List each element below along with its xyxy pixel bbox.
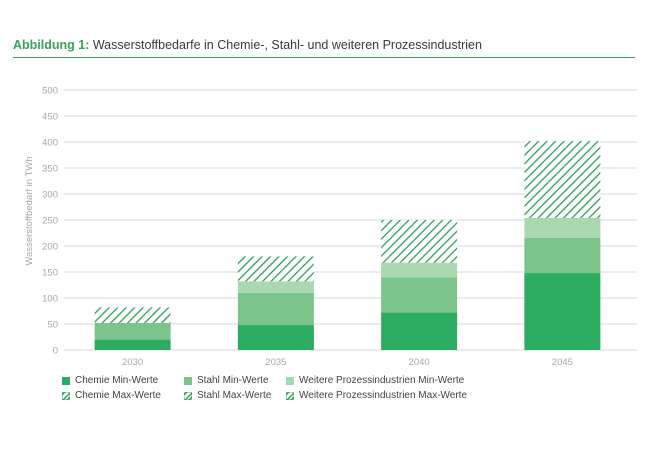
bar-segment: [94, 307, 171, 309]
y-tick-label: 0: [53, 346, 58, 357]
legend-swatch: [62, 376, 70, 385]
legend-label: Chemie Min-Werte: [75, 375, 159, 386]
bar-segment: [524, 140, 601, 148]
bar-segment: [237, 292, 314, 326]
y-tick-label: 300: [42, 190, 58, 201]
y-tick-label: 150: [42, 268, 58, 279]
x-tick-label: 2030: [122, 357, 143, 368]
legend-label: Weitere Prozessindustrien Max-Werte: [299, 390, 468, 401]
legend-item: Weitere Prozessindustrien Max-Werte: [286, 390, 467, 401]
y-tick-label: 250: [42, 216, 58, 227]
bar-segment: [381, 220, 458, 225]
y-tick-label: 200: [42, 242, 58, 253]
legend-swatch: [184, 376, 192, 385]
y-axis-ticks: 0 50 100 150 200 250 300 350 400 450 500: [42, 86, 58, 357]
y-tick-label: 50: [47, 320, 58, 331]
y-tick-label: 350: [42, 164, 58, 175]
bar-segment: [524, 147, 601, 218]
figure-title: Wasserstoffbedarfe in Chemie-, Stahl- un…: [89, 38, 482, 52]
legend-swatch: [286, 391, 294, 400]
bar-segment: [94, 339, 171, 350]
caption-divider: [13, 57, 635, 58]
figure-number: Abbildung 1:: [13, 38, 90, 52]
legend-swatch: [184, 391, 192, 400]
bar-segment: [381, 224, 458, 263]
bars: [94, 140, 601, 350]
bar-segment: [237, 281, 314, 293]
y-tick-label: 450: [42, 112, 58, 123]
x-tick-label: 2045: [552, 357, 573, 368]
y-axis-label: Wasserstoffbedarf in TWh: [24, 156, 35, 265]
y-tick-label: 100: [42, 294, 58, 305]
y-tick-label: 400: [42, 138, 58, 149]
bar-segment: [381, 312, 458, 350]
legend-item: Weitere Prozessindustrien Min-Werte: [286, 375, 464, 386]
bar-segment: [381, 262, 458, 278]
legend-item: Chemie Max-Werte: [62, 390, 161, 401]
legend-label: Weitere Prozessindustrien Min-Werte: [299, 375, 465, 386]
bar-segment: [94, 308, 171, 323]
legend-item: Stahl Max-Werte: [184, 390, 271, 401]
bar-segment: [524, 237, 601, 274]
bar-segment: [524, 273, 601, 350]
legend-item: Stahl Min-Werte: [184, 375, 269, 386]
legend-label: Stahl Max-Werte: [197, 390, 272, 401]
bar-segment: [381, 277, 458, 313]
x-tick-label: 2035: [265, 357, 286, 368]
bar-segment: [524, 217, 601, 238]
legend-label: Chemie Max-Werte: [75, 390, 161, 401]
x-axis-ticks: 2030 2035 2040 2045: [122, 357, 573, 368]
legend-item: Chemie Min-Werte: [62, 375, 158, 386]
legend-swatch: [286, 376, 294, 385]
y-tick-label: 500: [42, 86, 58, 97]
x-tick-label: 2040: [409, 357, 430, 368]
legend-label: Stahl Min-Werte: [197, 375, 269, 386]
bar-segment: [237, 325, 314, 350]
bar-segment: [94, 322, 171, 340]
figure-caption: Abbildung 1: Wasserstoffbedarfe in Chemi…: [13, 38, 482, 52]
bar-segment: [237, 256, 314, 282]
legend-swatch: [62, 391, 70, 400]
